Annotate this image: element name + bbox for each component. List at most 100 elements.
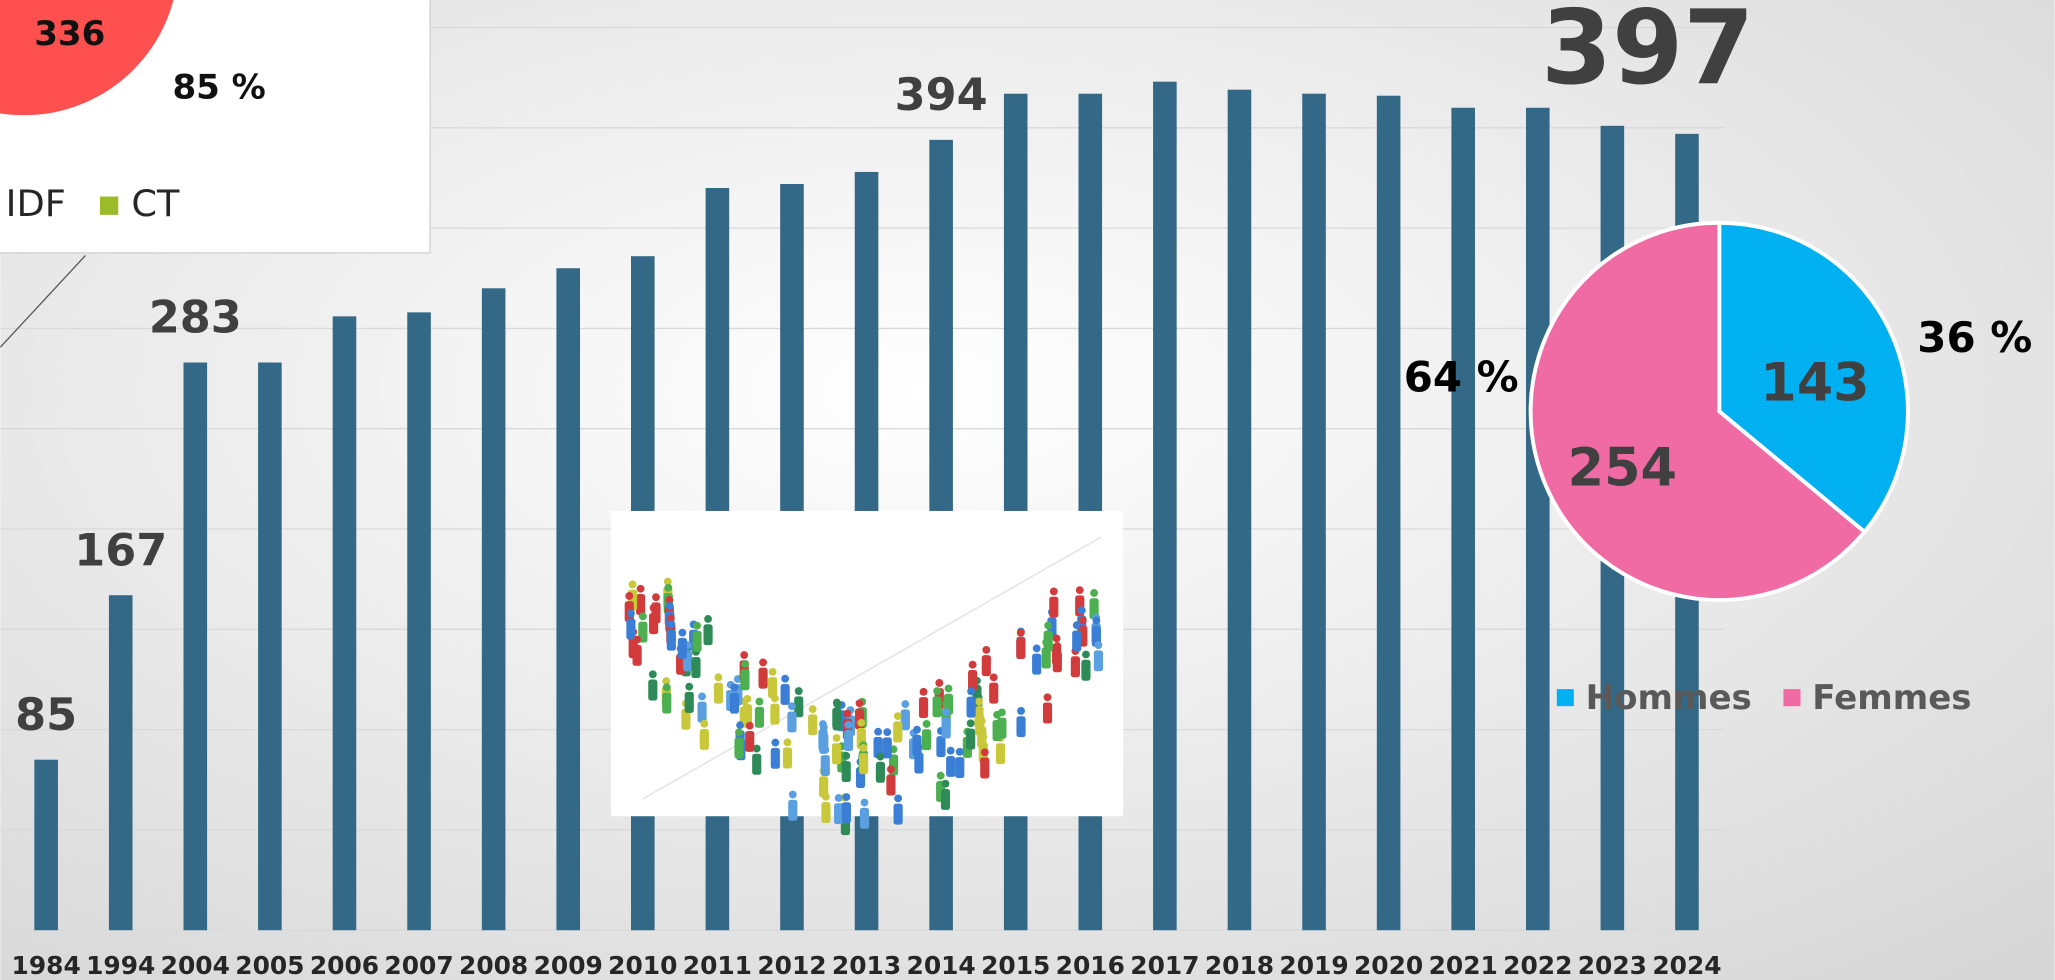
crowd-head bbox=[730, 683, 739, 692]
crowd-body bbox=[875, 761, 885, 783]
crowd-body bbox=[768, 677, 778, 699]
crowd-head bbox=[975, 697, 983, 706]
crowd-head bbox=[842, 793, 851, 801]
legend-label: CT bbox=[131, 182, 180, 225]
crowd-body bbox=[1016, 638, 1026, 659]
crowd-head bbox=[842, 751, 851, 760]
data-label: 283 bbox=[149, 292, 242, 344]
crowd-body bbox=[1049, 596, 1059, 618]
crowd-body bbox=[893, 721, 903, 743]
crowd-body bbox=[677, 637, 687, 659]
crowd-head bbox=[664, 583, 673, 592]
crowd-body bbox=[697, 701, 707, 723]
photo-line bbox=[641, 536, 1102, 800]
crowd-body bbox=[752, 753, 762, 775]
crowd-head bbox=[700, 719, 709, 728]
crowd-head bbox=[666, 614, 675, 623]
crowd-head bbox=[944, 684, 953, 693]
crowd-head bbox=[788, 702, 796, 711]
x-tick-label: 2005 bbox=[235, 951, 304, 980]
crowd-body bbox=[886, 774, 896, 796]
crowd-head bbox=[781, 674, 790, 683]
bar bbox=[1525, 107, 1550, 931]
crowd-body bbox=[1016, 716, 1026, 738]
crowd-head bbox=[808, 705, 817, 714]
data-label: 167 bbox=[74, 524, 167, 576]
crowd-head bbox=[648, 670, 657, 679]
crowd-head bbox=[832, 698, 841, 707]
crowd-body bbox=[936, 736, 946, 758]
crowd-head bbox=[919, 687, 928, 696]
crowd-head bbox=[874, 727, 883, 736]
crowd-body bbox=[699, 728, 709, 750]
crowd-head bbox=[822, 792, 830, 801]
crowd-body bbox=[992, 720, 1002, 741]
crowd-body bbox=[635, 593, 646, 615]
bar bbox=[258, 362, 282, 931]
crowd-head bbox=[982, 645, 991, 654]
crowd-head bbox=[967, 687, 976, 696]
crowd-body bbox=[946, 755, 956, 777]
slice-value-label: 143 bbox=[1760, 352, 1869, 413]
crowd-head bbox=[1082, 650, 1090, 659]
pie-slice bbox=[1528, 220, 1868, 602]
crowd-body bbox=[638, 621, 648, 643]
x-tick-label: 1994 bbox=[86, 951, 155, 980]
legend-swatch bbox=[99, 196, 119, 215]
bar bbox=[1376, 95, 1401, 931]
crowd-body bbox=[742, 704, 753, 726]
crowd-head bbox=[894, 794, 903, 803]
crowd-body bbox=[745, 730, 755, 752]
crowd-body bbox=[1041, 647, 1051, 669]
bar bbox=[1227, 89, 1252, 931]
crowd-head bbox=[752, 744, 761, 753]
crowd-head bbox=[636, 584, 645, 593]
slice-percent-label: 64 % bbox=[1404, 352, 1519, 401]
crowd-head bbox=[1049, 587, 1058, 596]
crowd-body bbox=[740, 669, 750, 691]
crowd-head bbox=[966, 719, 975, 728]
crowd-body bbox=[676, 653, 686, 675]
crowd-body bbox=[966, 696, 976, 718]
crowd-body bbox=[1042, 702, 1053, 724]
x-tick-label: 2015 bbox=[981, 951, 1050, 980]
legend-label: Femmes bbox=[1812, 678, 1971, 718]
crowd-head bbox=[1017, 707, 1025, 715]
crowd-head bbox=[1016, 628, 1025, 637]
crowd-body bbox=[882, 737, 892, 759]
crowd-body bbox=[941, 717, 951, 739]
crowd-body bbox=[1032, 653, 1042, 675]
crowd-body bbox=[770, 703, 780, 725]
x-tick-label: 2017 bbox=[1130, 951, 1199, 980]
crowd-body bbox=[819, 732, 829, 754]
crowd-head bbox=[946, 746, 955, 755]
crowd-body bbox=[754, 706, 765, 728]
slice-percent-label: 36 % bbox=[1917, 313, 2032, 362]
x-tick-label: 2024 bbox=[1652, 951, 1721, 980]
crowd-body bbox=[1043, 630, 1053, 652]
crowd-head bbox=[955, 747, 964, 756]
crowd-body bbox=[1081, 659, 1091, 681]
crowd-head bbox=[968, 660, 977, 669]
pie-slice bbox=[0, 0, 174, 116]
crowd-head bbox=[685, 682, 694, 691]
crowd-body bbox=[758, 667, 768, 689]
crowd-body bbox=[995, 743, 1006, 765]
crowd-head bbox=[860, 798, 869, 807]
crowd-head bbox=[1072, 621, 1081, 630]
crowd-head bbox=[745, 721, 754, 730]
crowd-body bbox=[819, 776, 829, 798]
crowd-head bbox=[663, 577, 672, 586]
x-tick-label: 2014 bbox=[907, 951, 976, 980]
crowd-head bbox=[857, 718, 866, 727]
crowd-head bbox=[975, 705, 984, 714]
crowd-head bbox=[1092, 616, 1101, 625]
crowd-body bbox=[780, 683, 790, 705]
crowd-head bbox=[913, 725, 921, 734]
crowd-body bbox=[981, 655, 991, 677]
crowd-head bbox=[633, 635, 642, 644]
crowd-head bbox=[922, 720, 931, 728]
bar bbox=[183, 362, 208, 931]
x-tick-label: 2008 bbox=[459, 951, 528, 980]
